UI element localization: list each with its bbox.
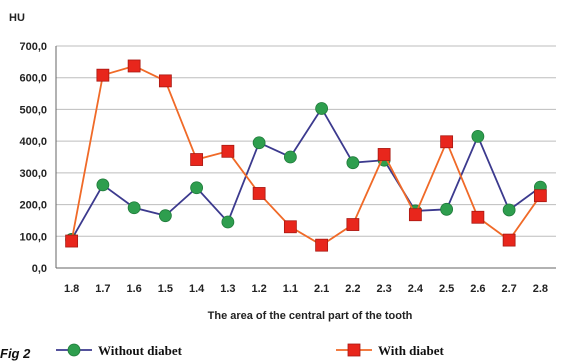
figure-caption: Fig 2	[0, 346, 31, 361]
data-point	[127, 59, 141, 73]
data-point	[533, 189, 547, 203]
data-point	[158, 209, 172, 223]
data-point	[346, 218, 360, 231]
legend-marker	[347, 343, 361, 357]
x-tick-label: 2.8	[533, 283, 548, 295]
x-tick-label: 2.4	[408, 283, 424, 295]
y-tick-label: 100,0	[19, 231, 47, 243]
x-tick-label: 1.1	[283, 283, 298, 295]
data-point	[158, 74, 172, 88]
x-tick-label: 1.4	[189, 283, 205, 295]
data-point	[65, 234, 79, 248]
grid	[55, 45, 556, 269]
y-tick-label: 300,0	[19, 168, 47, 180]
data-point	[96, 68, 110, 82]
y-tick-label: 0,0	[32, 263, 47, 275]
x-tick-label: 1.8	[64, 283, 79, 295]
data-point	[127, 201, 141, 215]
x-tick-label: 2.1	[314, 283, 329, 295]
series-line	[70, 106, 541, 240]
data-point	[502, 233, 516, 247]
data-point	[315, 102, 329, 115]
data-point	[96, 178, 110, 192]
x-axis-title: The area of the central part of the toot…	[208, 310, 413, 322]
data-point	[440, 135, 454, 149]
data-point	[502, 203, 516, 217]
legend-label: Without diabet	[98, 343, 183, 358]
x-tick-label: 1.5	[158, 283, 173, 295]
x-tick-labels: 1.8 1.7 1.6 1.5 1.4 1.3 1.2 1.1 2.1 2.2 2.3 2.4 2.5 2…	[64, 283, 548, 295]
data-point	[346, 156, 360, 170]
x-tick-label: 1.2	[251, 283, 266, 295]
data-point	[283, 220, 297, 234]
data-point	[315, 238, 329, 252]
y-axis-title: HU	[9, 12, 25, 24]
data-point	[471, 210, 485, 224]
legend-marker	[67, 343, 81, 357]
data-point	[190, 153, 204, 166]
data-point	[377, 148, 391, 161]
y-tick-label: 400,0	[19, 136, 47, 148]
x-tick-label: 2.7	[501, 283, 516, 295]
y-tick-label: 200,0	[19, 200, 47, 212]
data-point	[221, 215, 235, 229]
x-tick-label: 2.3	[376, 283, 391, 295]
legend-label: With diabet	[378, 343, 445, 358]
x-tick-label: 2.5	[439, 283, 454, 295]
x-tick-label: 1.3	[220, 283, 235, 295]
x-tick-label: 2.2	[345, 283, 360, 295]
data-point	[283, 150, 297, 164]
data-point	[190, 181, 204, 195]
y-tick-label: 700,0	[19, 41, 47, 53]
x-tick-label: 1.7	[95, 283, 110, 295]
series-layer	[65, 59, 547, 252]
y-tick-label: 600,0	[19, 73, 47, 85]
y-tick-label: 500,0	[19, 104, 47, 116]
y-tick-labels: 0,0 100,0 200,0 300,0 400,0 500,0 600,0 700,0	[19, 41, 47, 275]
data-point	[252, 136, 266, 150]
data-point	[221, 144, 235, 158]
data-point	[408, 208, 422, 222]
data-point	[252, 187, 266, 200]
legend: Without diabet With diabet	[56, 343, 445, 358]
x-tick-label: 2.6	[470, 283, 485, 295]
series-line	[70, 65, 542, 247]
data-point	[440, 202, 454, 216]
data-point	[471, 129, 485, 143]
x-tick-label: 1.6	[126, 283, 141, 295]
